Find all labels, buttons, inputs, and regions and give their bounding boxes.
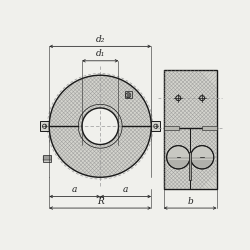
Text: R: R [97,196,103,205]
Bar [124,91,132,98]
Bar [189,152,191,180]
Text: a: a [72,186,78,194]
Text: b: b [187,196,193,205]
Bar [202,126,217,130]
Circle shape [190,146,214,169]
Text: d₁: d₁ [96,50,105,58]
Bar [164,126,178,130]
Bar [164,70,217,189]
Text: a: a [123,186,128,194]
Polygon shape [49,126,151,177]
Circle shape [167,146,190,169]
Polygon shape [49,75,151,126]
Text: d₂: d₂ [96,35,105,44]
Bar [40,121,49,131]
Bar [43,155,51,162]
Bar [151,121,160,131]
